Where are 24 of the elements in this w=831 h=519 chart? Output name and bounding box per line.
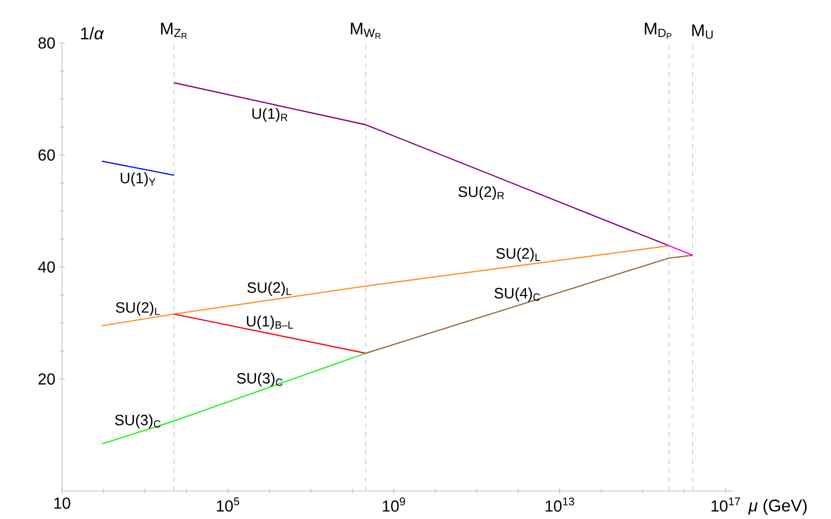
y-axis-title: 1/α [81,27,104,40]
series-label: U(1)$_{R}$ [252,108,288,122]
ref-line-label: $\mathrm{M}_{\mathrm{W}_{\mathrm{R}}}$ [350,22,381,39]
x-tick-label: 10 [54,498,70,509]
ref-line-label: $\mathrm{M}_{\mathrm{D}_{\mathrm{P}}}$ [644,22,672,39]
x-tick-label: 10$^{13}$ [546,498,574,512]
x-tick-label: 10$^{17}$ [712,498,740,512]
annotation: SU(2)$_{R}$ [458,186,504,200]
series-label: SU(2)$_{L}$ [116,302,160,316]
ref-line-label: $\mathrm{M}_{\mathrm{Z}_{\mathrm{R}}}$ [161,22,187,39]
annotation: SU(2)$_{L}$ [496,248,540,262]
y-tick-label: 60 [38,149,55,161]
series-label: SU(4)$_{C}$ [494,288,540,302]
series-label: U(1)$_{Y}$ [120,172,156,186]
ref-line-label: $\mathrm{M}_{\mathrm{U}}$ [692,24,713,39]
x-axis-title: μ (GeV) [748,499,807,515]
y-tick-label: 40 [38,261,55,273]
annotation: SU(2)$_{L}$ [247,282,292,296]
y-tick-label: 80 [38,37,55,49]
x-tick-label: 10$^{5}$ [216,498,240,512]
y-tick-label: 20 [38,373,55,385]
series-label: SU(3)$_{C}$ [115,414,161,428]
series-label: U(1)$_{B–L}$ [246,316,294,330]
x-tick-label: 10$^{9}$ [382,498,406,512]
